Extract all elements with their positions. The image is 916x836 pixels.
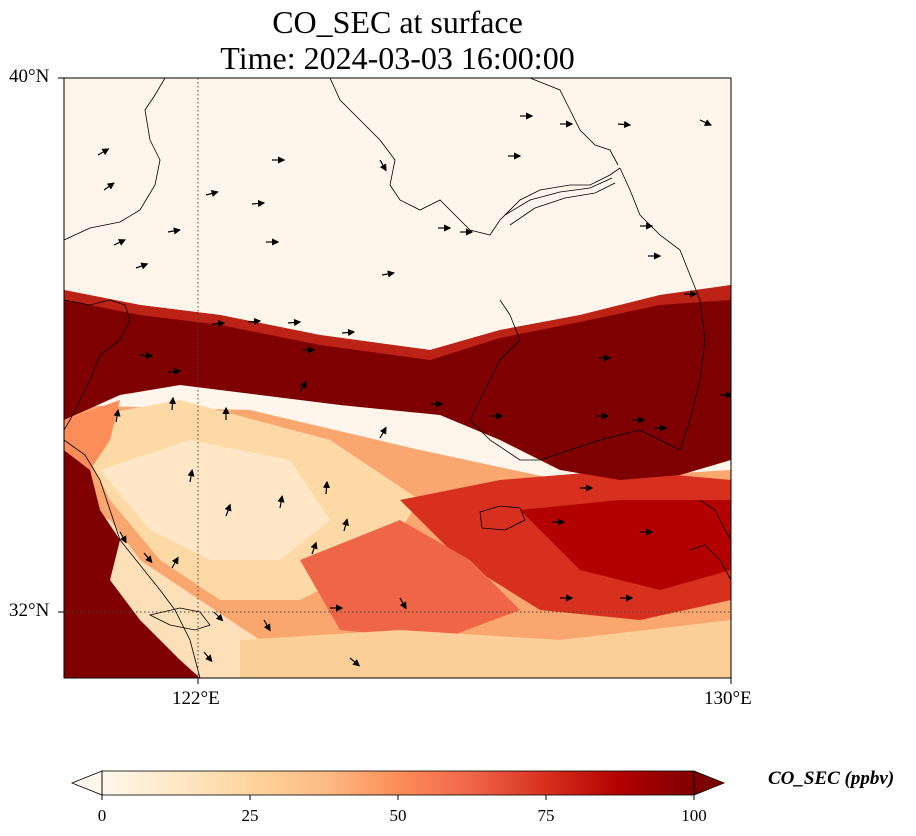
wind-arrow xyxy=(322,480,331,495)
wind-arrow xyxy=(139,351,154,360)
wind-arrow xyxy=(299,380,307,393)
cb-tick-label-0: 0 xyxy=(97,806,107,825)
colorbar-extend-max xyxy=(693,770,726,796)
wind-arrow xyxy=(213,611,224,622)
chart-title-line1: CO_SEC at surface xyxy=(272,4,523,40)
wind-arrow xyxy=(97,148,110,156)
field-plume-dark xyxy=(64,285,731,480)
cb-tick-label-25: 25 xyxy=(241,806,259,825)
chart-title-line2: Time: 2024-03-03 16:00:00 xyxy=(220,40,575,76)
wind-arrow xyxy=(699,119,712,126)
wind-arrow xyxy=(167,367,182,376)
wind-arrow xyxy=(617,120,632,129)
wind-vectors xyxy=(97,112,731,667)
colorbar-extend-min xyxy=(70,770,103,796)
wind-arrow xyxy=(342,518,350,532)
wind-arrow xyxy=(341,328,356,337)
wind-arrow xyxy=(263,619,271,632)
colorbar xyxy=(70,770,726,800)
cb-tick-label-75: 75 xyxy=(537,806,555,825)
wind-arrow xyxy=(103,182,115,191)
wind-arrow xyxy=(167,227,181,235)
wind-arrow xyxy=(187,469,195,483)
wind-arrow xyxy=(205,189,219,197)
field-southwest-orange xyxy=(64,400,120,470)
cb-tick-label-50: 50 xyxy=(389,806,407,825)
wind-arrow xyxy=(171,556,179,569)
lon-label-122e: 122°E xyxy=(172,688,220,709)
map-frame xyxy=(63,77,732,679)
wind-arrow xyxy=(399,597,407,610)
wind-arrow xyxy=(310,541,318,555)
wind-arrow xyxy=(203,651,213,663)
wind-arrow xyxy=(277,495,285,509)
field-band-dark-southeast xyxy=(520,500,731,590)
wind-arrow xyxy=(211,319,226,328)
lon-label-130e: 130°E xyxy=(704,688,752,709)
field-band-pale-core xyxy=(100,440,330,560)
wind-arrow xyxy=(113,409,121,423)
wind-arrow xyxy=(379,159,387,172)
wind-arrow xyxy=(224,503,232,517)
wind-arrow xyxy=(379,426,387,439)
cb-tick-label-100: 100 xyxy=(681,806,707,825)
wind-arrow xyxy=(119,531,127,544)
wind-arrow xyxy=(349,657,361,667)
lat-label-40n: 40°N xyxy=(9,66,50,87)
colorbar-gradient xyxy=(102,771,694,795)
coastlines xyxy=(64,78,731,678)
wind-arrow xyxy=(168,396,177,411)
wind-arrow xyxy=(251,199,266,208)
wind-arrow xyxy=(287,318,302,327)
map-plot-area xyxy=(64,78,731,678)
field-band-red-mid xyxy=(300,520,520,640)
lat-label-32n: 32°N xyxy=(9,600,50,621)
wind-arrow xyxy=(381,270,395,278)
field-southwest-dark xyxy=(64,450,200,678)
wind-arrow xyxy=(135,262,149,270)
wind-arrow xyxy=(247,317,262,326)
field-band-light-south xyxy=(240,620,731,678)
wind-arrow xyxy=(113,239,126,246)
wind-arrow xyxy=(143,552,153,564)
colorbar-label: CO_SEC (ppbv) xyxy=(768,768,895,789)
